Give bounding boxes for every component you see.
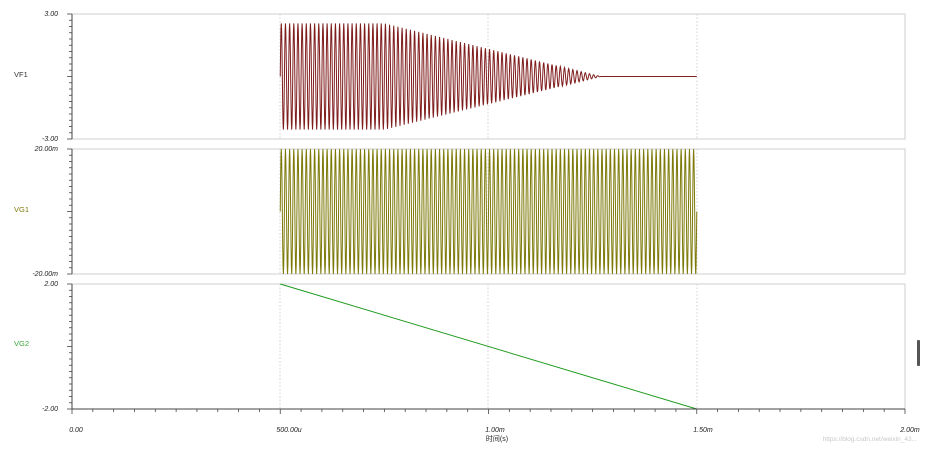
panel-vg1-ytick-bottom: -20.00m — [32, 271, 58, 278]
panel-vf1-ytick-bottom: -3.00 — [42, 136, 58, 143]
vg1-trace — [279, 148, 698, 275]
panel-vg2-signal-label: VG2 — [14, 339, 29, 348]
panel-vg2-y-minor-ticks — [67, 283, 72, 410]
panel-vg2: 2.00 -2.00 VG2 — [14, 281, 906, 413]
x-axis-title: 时间(s) — [486, 434, 508, 443]
panel-vf1-ytick-top: 3.00 — [44, 11, 58, 18]
x-tick-label-0: 0.00 — [69, 427, 83, 434]
x-axis-minor-ticks — [71, 409, 906, 414]
vg2-trace — [280, 283, 697, 410]
x-axis: 0.00 500.00u 1.00m 1.50m 2.00m 时间(s) — [69, 408, 920, 443]
panel-vg2-ytick-bottom: -2.00 — [42, 406, 58, 413]
panel-vf1: 3.00 -3.00 VF1 — [14, 11, 906, 143]
panel-vf1-signal-label: VF1 — [14, 70, 28, 79]
watermark: https://blog.csdn.net/weixin_43... — [823, 436, 918, 443]
x-tick-label-1m: 1.00m — [485, 427, 505, 434]
panel-vg1-signal-label: VG1 — [14, 205, 29, 214]
x-tick-label-500u: 500.00u — [276, 427, 301, 434]
panel-vg1: 20.00m -20.00m VG1 — [14, 146, 906, 278]
scroll-handle[interactable] — [917, 340, 920, 366]
panel-vg1-y-minor-ticks — [67, 148, 72, 275]
panel-vg1-ytick-top: 20.00m — [34, 146, 59, 153]
vf1-trace — [279, 23, 697, 130]
panel-vf1-y-minor-ticks — [67, 13, 72, 140]
x-tick-label-2m: 2.00m — [899, 427, 920, 434]
panel-vg2-ytick-top: 2.00 — [43, 281, 58, 288]
x-tick-label-1-5m: 1.50m — [693, 427, 713, 434]
